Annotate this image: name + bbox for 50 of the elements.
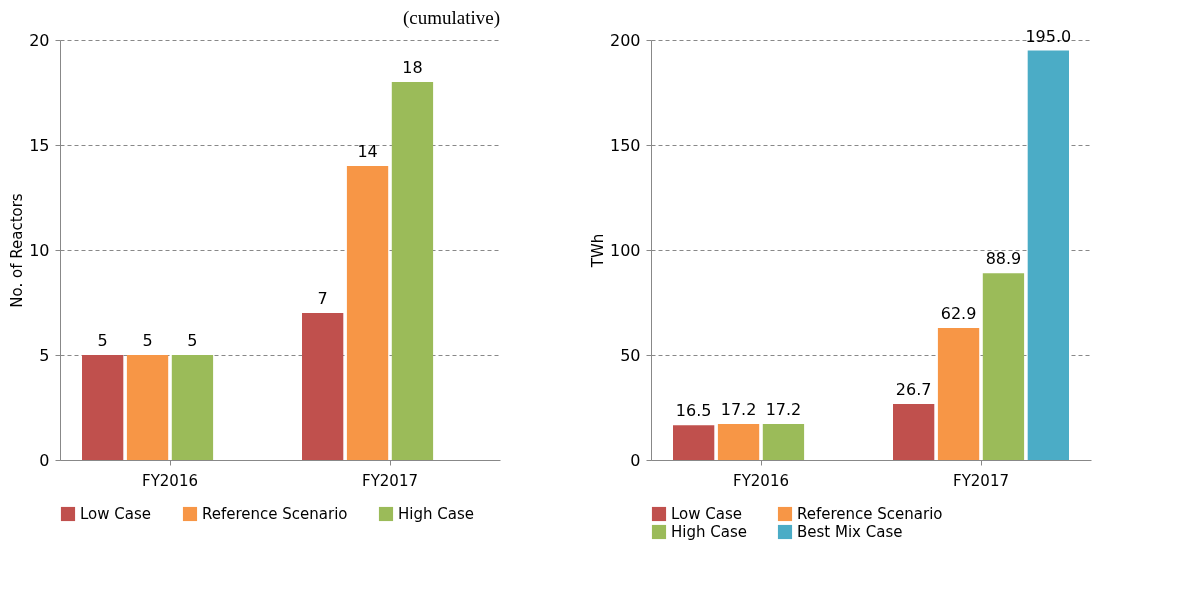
data-label: 17.2 <box>720 399 757 419</box>
bar <box>126 355 169 460</box>
x-tick-label: FY2016 <box>142 471 198 490</box>
x-tick-label: FY2017 <box>953 471 1009 490</box>
bar <box>982 273 1025 460</box>
y-tick-label: 10 <box>29 240 50 260</box>
bar <box>1027 50 1069 460</box>
bar <box>673 425 715 460</box>
data-label: 18 <box>402 58 423 77</box>
bar <box>762 423 805 460</box>
data-label: 62.9 <box>940 303 977 323</box>
y-tick-label: 100 <box>609 240 641 260</box>
bar <box>893 403 935 460</box>
data-label: 26.7 <box>895 379 932 399</box>
legend-label: High Case <box>398 505 474 523</box>
y-tick-label: 150 <box>609 135 641 155</box>
bar <box>937 327 980 460</box>
y-tick-label: 20 <box>29 30 50 50</box>
y-tick-label: 5 <box>39 345 50 365</box>
bar <box>346 166 389 460</box>
bar <box>717 423 760 460</box>
bar <box>82 355 124 460</box>
text: (cumulative) <box>402 7 500 29</box>
legend-label: Best Mix Case <box>797 523 903 541</box>
legend-label: High Case <box>671 523 747 541</box>
data-label: 5 <box>187 331 198 350</box>
y-tick-label: 15 <box>29 135 50 155</box>
data-label: 5 <box>142 331 153 350</box>
bar <box>171 355 214 460</box>
data-label: 5 <box>97 331 108 350</box>
data-label: 195.0 <box>1025 26 1072 46</box>
legend-label: Reference Scenario <box>202 505 348 523</box>
y-axis-title: No. of Reactors <box>8 193 27 308</box>
legend-label: Low Case <box>80 505 152 523</box>
data-label: 16.5 <box>675 401 712 421</box>
x-tick-label: FY2017 <box>362 471 418 490</box>
y-tick-label: 0 <box>630 450 641 470</box>
data-label: 7 <box>317 289 328 308</box>
legend-label: Reference Scenario <box>797 505 943 523</box>
y-tick-label: 0 <box>39 450 50 470</box>
data-label: 14 <box>357 142 378 161</box>
y-axis-title: TWh <box>588 233 607 269</box>
y-tick-label: 200 <box>609 30 641 50</box>
x-tick-label: FY2016 <box>733 471 789 490</box>
data-label: 17.2 <box>765 399 802 419</box>
bar <box>391 82 434 460</box>
y-tick-label: 50 <box>620 345 641 365</box>
bar <box>302 313 344 460</box>
legend-label: Low Case <box>671 505 743 523</box>
data-label: 88.9 <box>985 249 1022 269</box>
